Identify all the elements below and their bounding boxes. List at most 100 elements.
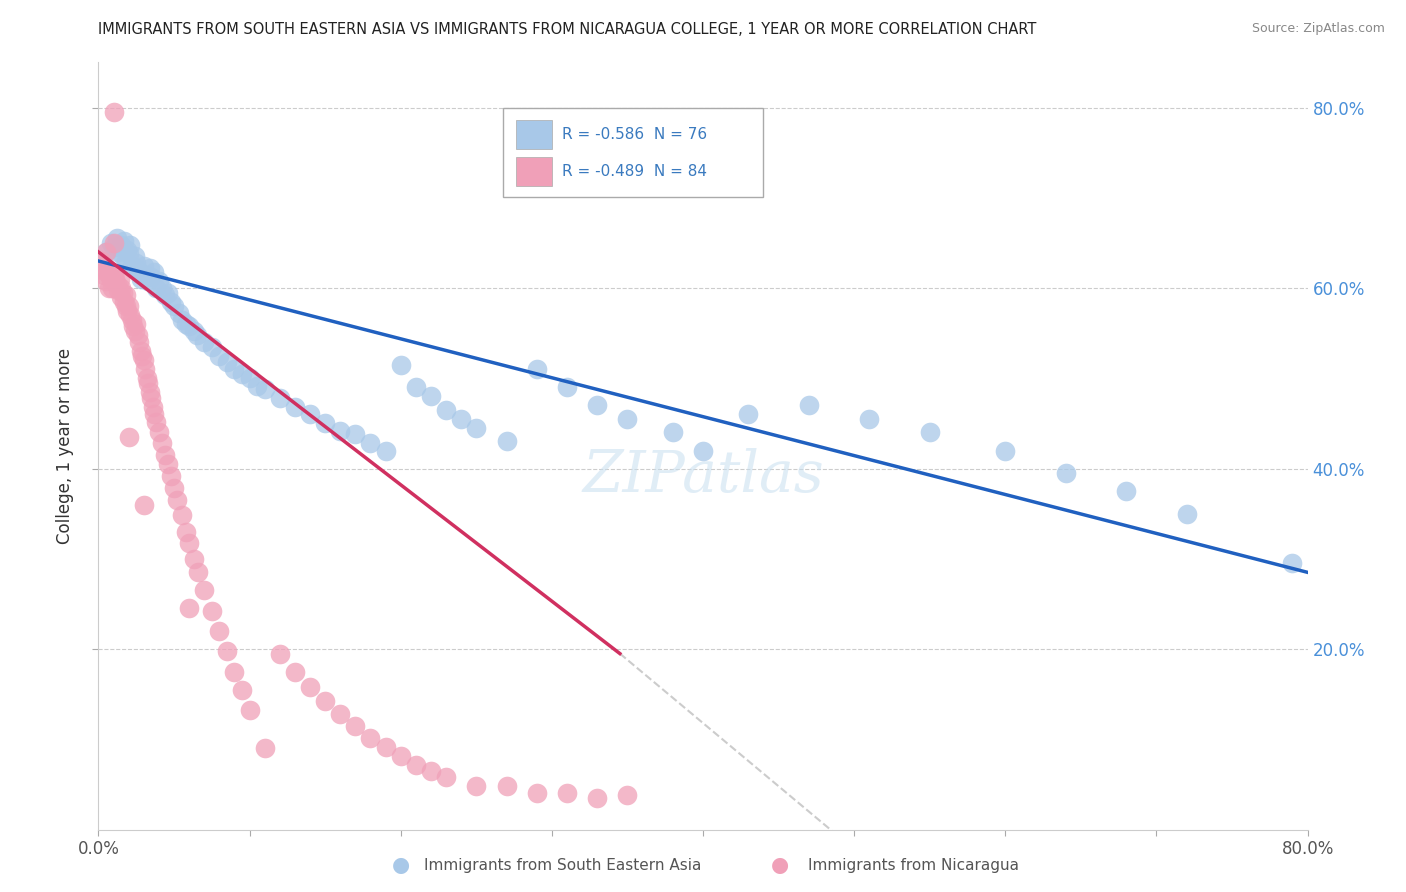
Point (101, 281, 124, 295)
Point (122, 318, 145, 333)
Point (153, 448, 176, 462)
Point (98, 281, 121, 295)
Point (139, 261, 162, 276)
Point (389, 358, 412, 372)
Point (661, 425, 683, 440)
Point (141, 391, 163, 405)
Point (118, 299, 141, 313)
Point (160, 294, 183, 309)
Bar (516, 120, 551, 149)
Point (253, 382, 276, 396)
Point (100, 235, 122, 250)
Point (858, 412, 880, 426)
Point (139, 384, 162, 399)
Point (344, 719, 367, 733)
Text: ZIPatlas: ZIPatlas (582, 449, 824, 505)
Point (170, 312, 193, 326)
Point (150, 281, 173, 295)
Point (112, 294, 135, 309)
Point (797, 398, 820, 412)
Point (174, 524, 197, 539)
Point (128, 265, 150, 279)
Point (405, 380, 427, 394)
Text: Immigrants from South Eastern Asia: Immigrants from South Eastern Asia (423, 858, 702, 872)
Point (125, 317, 148, 331)
Point (94, 274, 117, 288)
Point (135, 371, 157, 385)
Point (465, 779, 488, 793)
Point (120, 308, 142, 322)
Point (284, 665, 307, 679)
Point (90, 254, 112, 268)
Point (495, 434, 517, 449)
Point (112, 234, 135, 248)
Point (360, 731, 382, 745)
Point (179, 601, 201, 615)
Point (183, 325, 205, 339)
Point (167, 306, 190, 320)
Point (94, 244, 117, 259)
Point (134, 268, 156, 282)
Point (156, 457, 179, 471)
Point (215, 355, 238, 369)
Point (420, 764, 443, 778)
Point (160, 468, 183, 483)
Point (231, 682, 253, 697)
Point (193, 583, 215, 598)
Point (1281, 557, 1303, 571)
Point (450, 412, 472, 426)
Point (110, 281, 132, 295)
Point (186, 328, 208, 343)
Point (124, 250, 146, 264)
Point (127, 263, 149, 277)
Y-axis label: College, 1 year or more: College, 1 year or more (56, 348, 75, 544)
Point (374, 443, 396, 458)
Point (526, 362, 548, 376)
Point (329, 706, 352, 721)
Point (120, 237, 142, 252)
Point (93, 268, 115, 282)
Point (208, 349, 231, 363)
Point (918, 425, 941, 440)
Point (586, 791, 609, 805)
Point (201, 604, 224, 618)
Point (239, 703, 262, 717)
Point (107, 244, 129, 259)
Point (586, 398, 609, 412)
Point (179, 318, 201, 333)
Point (994, 443, 1017, 458)
Point (136, 376, 159, 390)
Point (193, 335, 215, 350)
Text: ●: ● (772, 855, 789, 875)
Point (103, 268, 125, 282)
Point (98, 268, 121, 282)
Point (187, 566, 209, 580)
Point (183, 551, 205, 566)
Point (107, 283, 129, 297)
Point (143, 408, 166, 422)
Point (299, 680, 322, 694)
Point (132, 353, 155, 368)
Point (104, 272, 127, 286)
Point (1054, 466, 1077, 480)
Point (434, 403, 457, 417)
Point (125, 256, 148, 270)
Text: R = -0.489  N = 84: R = -0.489 N = 84 (561, 164, 707, 179)
Point (150, 436, 173, 450)
Point (145, 415, 167, 429)
Point (269, 647, 291, 661)
Point (224, 362, 246, 376)
Point (329, 424, 352, 438)
Point (132, 259, 155, 273)
Bar (503, 109, 763, 197)
Point (110, 290, 132, 304)
Point (118, 430, 141, 444)
Point (166, 493, 188, 508)
Point (118, 246, 141, 260)
Point (114, 299, 136, 313)
Text: Source: ZipAtlas.com: Source: ZipAtlas.com (1251, 22, 1385, 36)
Point (128, 335, 150, 350)
Point (465, 421, 488, 435)
Point (121, 259, 143, 273)
Point (148, 274, 170, 288)
